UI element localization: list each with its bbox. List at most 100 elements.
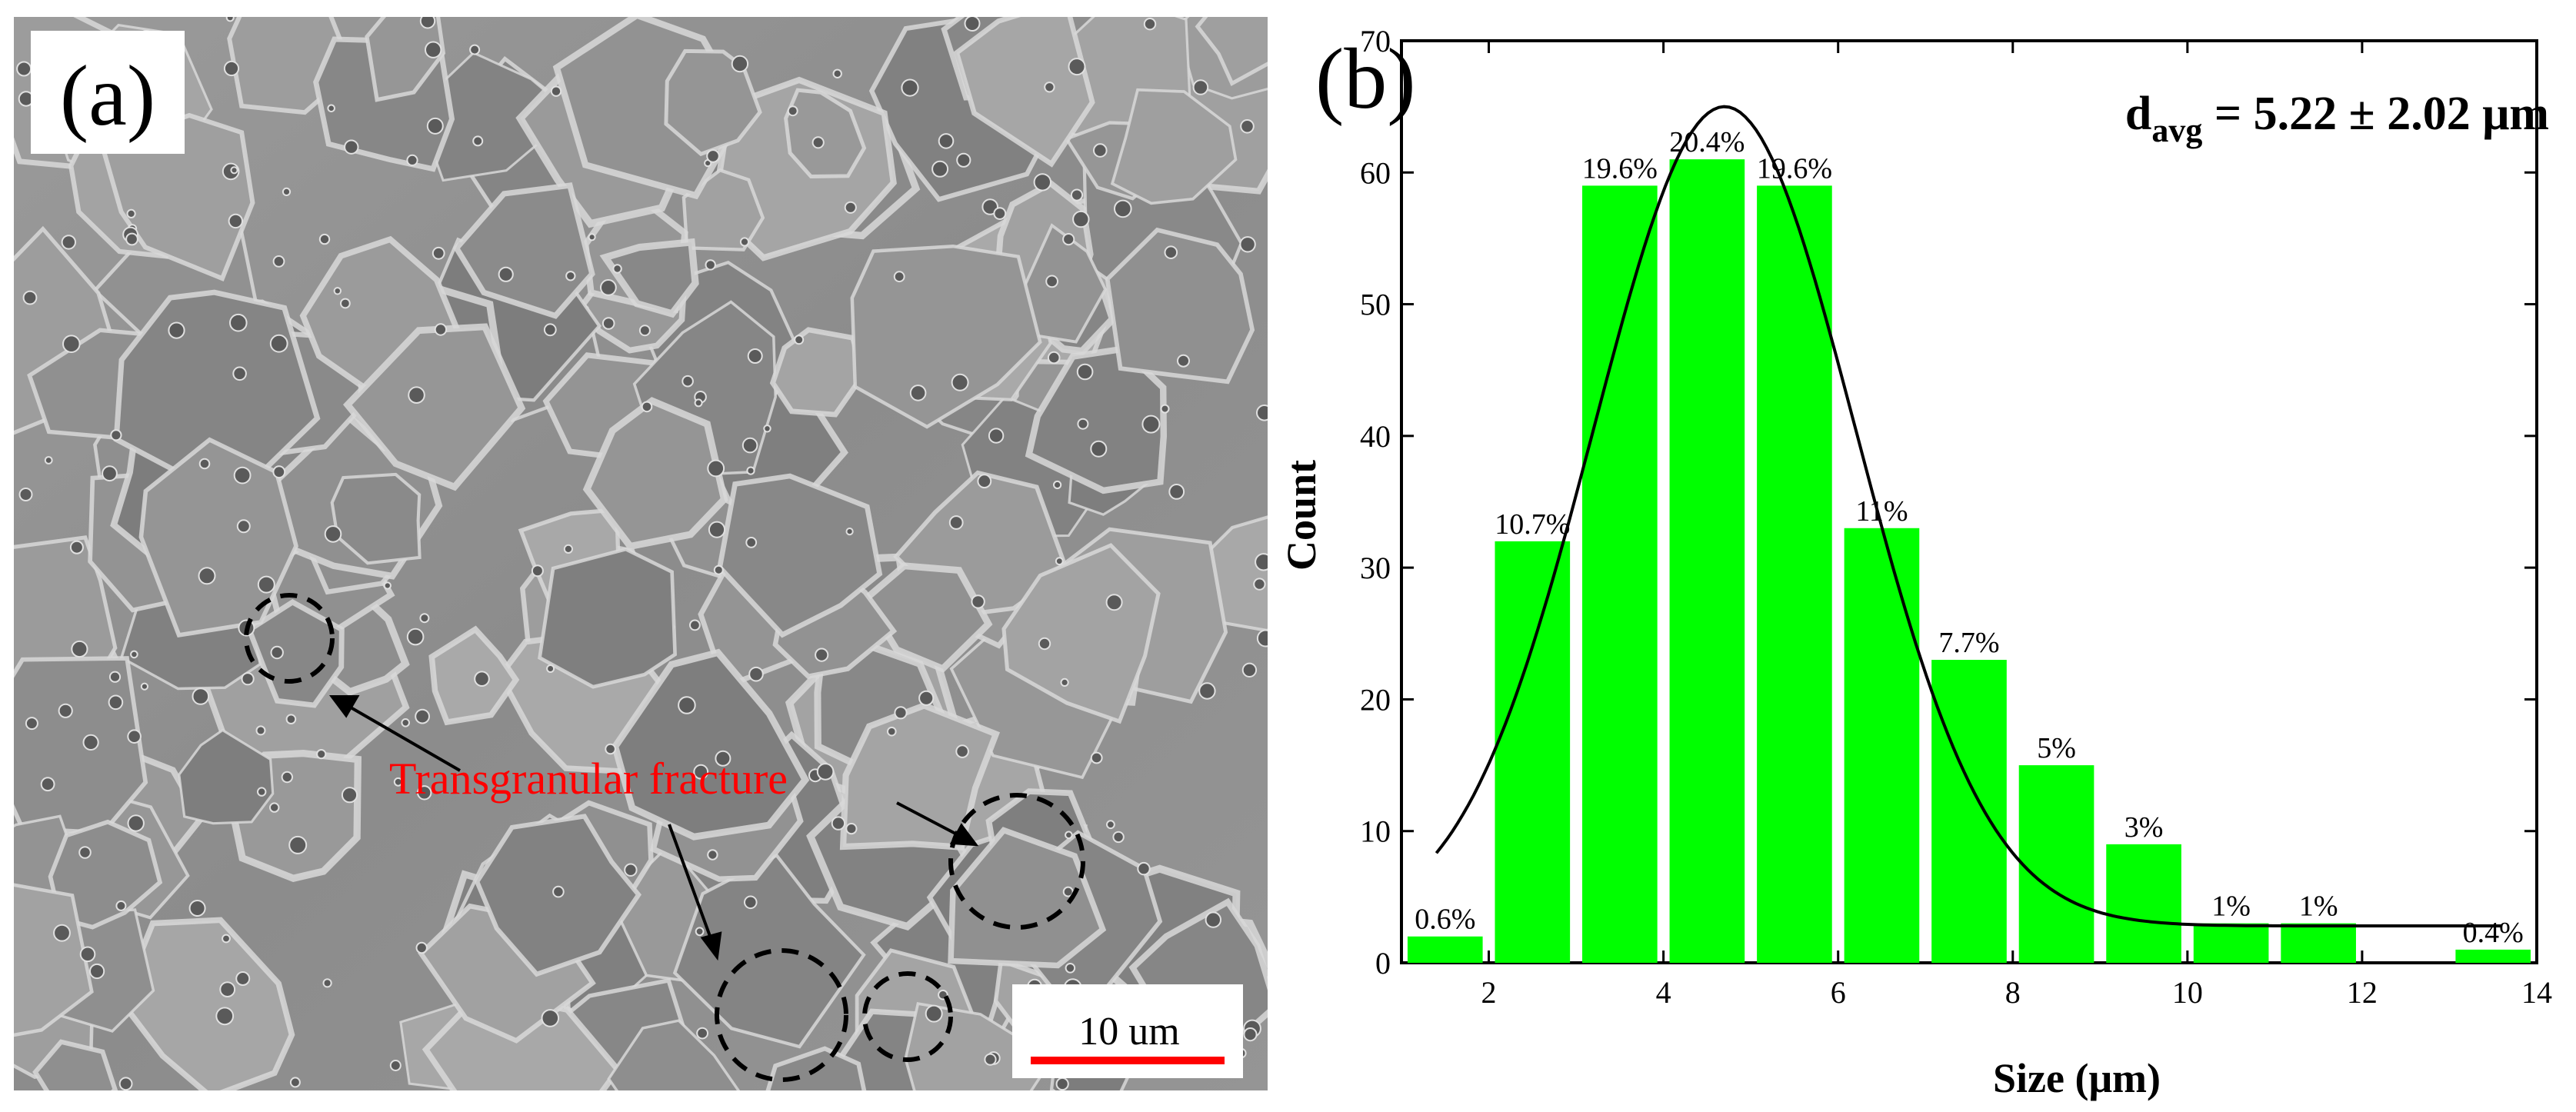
pore xyxy=(925,1004,943,1023)
pore xyxy=(901,78,919,97)
pore xyxy=(546,664,555,673)
pore xyxy=(787,105,798,117)
y-tick-label: 40 xyxy=(1360,419,1391,454)
grain xyxy=(342,323,526,491)
pore xyxy=(977,474,992,489)
pore xyxy=(1055,557,1064,566)
bar-labels: 0.6% 10.7% 19.6% 20.4% 19.6% 11% 7.7% 5% 3% 1% 1% 0… xyxy=(1415,126,2524,949)
pore xyxy=(269,802,280,813)
pore xyxy=(815,648,829,662)
pore xyxy=(230,166,238,175)
pore xyxy=(341,787,358,804)
pore xyxy=(118,1077,133,1090)
x-tick-label: 14 xyxy=(2521,975,2552,1010)
y-tick-label: 20 xyxy=(1360,682,1391,717)
pore xyxy=(272,465,286,479)
pore xyxy=(746,466,755,475)
pore xyxy=(747,348,763,364)
histogram-bar xyxy=(1844,528,1920,963)
pore xyxy=(1090,440,1108,458)
pore xyxy=(1177,354,1190,368)
pore xyxy=(408,386,425,405)
pore xyxy=(344,139,359,155)
pore xyxy=(956,152,971,168)
pore xyxy=(1062,233,1075,246)
pore xyxy=(102,465,118,482)
bar-percent-label: 1% xyxy=(2211,891,2251,923)
x-tick-label: 4 xyxy=(1656,975,1671,1010)
pore xyxy=(257,787,267,797)
pore xyxy=(498,266,514,282)
pore xyxy=(22,290,38,305)
pore xyxy=(1033,173,1052,191)
y-tick-label: 0 xyxy=(1375,946,1391,980)
pore xyxy=(693,764,709,780)
pore xyxy=(1106,820,1115,830)
pore xyxy=(1192,79,1209,95)
bar-percent-label: 0.6% xyxy=(1415,904,1475,936)
pore xyxy=(228,213,243,229)
pore xyxy=(432,246,445,260)
pore xyxy=(731,55,749,73)
arrow xyxy=(349,706,462,772)
panel-a-label-box xyxy=(31,31,185,154)
pore xyxy=(694,398,703,408)
pore xyxy=(110,429,122,441)
grain xyxy=(14,656,148,835)
pore xyxy=(1164,245,1178,260)
panel-b-label: (b) xyxy=(1315,32,1416,127)
arrowhead xyxy=(329,695,360,718)
pore xyxy=(1105,594,1123,611)
pore xyxy=(324,525,342,543)
grain xyxy=(948,827,1107,969)
pore xyxy=(125,232,138,246)
pore xyxy=(1112,831,1125,844)
pore xyxy=(434,323,448,336)
pore xyxy=(318,233,331,245)
pore xyxy=(1256,629,1268,648)
pore xyxy=(894,706,908,720)
pore xyxy=(550,85,562,97)
pore xyxy=(415,941,428,954)
pore xyxy=(715,750,731,767)
grain xyxy=(784,88,867,178)
pore xyxy=(1068,58,1086,76)
pore xyxy=(1114,199,1132,218)
grain xyxy=(839,702,1001,851)
pore xyxy=(744,895,758,910)
pore xyxy=(984,1053,997,1066)
pore xyxy=(811,136,825,149)
pore xyxy=(531,564,544,578)
bar-percent-label: 0.4% xyxy=(2463,917,2524,949)
grain xyxy=(1001,543,1161,724)
pore xyxy=(931,160,949,178)
pore xyxy=(389,1060,402,1071)
pore xyxy=(269,334,288,353)
grain xyxy=(681,168,765,251)
pore xyxy=(948,515,964,530)
pore xyxy=(289,1077,301,1088)
pore xyxy=(706,149,720,163)
pore xyxy=(641,401,653,413)
x-tick-label: 2 xyxy=(1481,975,1497,1010)
pore xyxy=(951,373,969,391)
grain xyxy=(769,327,866,418)
grain xyxy=(599,238,699,318)
pore xyxy=(25,717,38,731)
panel-a-label: (a) xyxy=(60,48,155,144)
histogram-bar xyxy=(1669,159,1745,964)
x-tick-label: 6 xyxy=(1831,975,1846,1010)
x-tick-label: 10 xyxy=(2172,975,2203,1010)
pore xyxy=(893,271,905,283)
grain xyxy=(14,883,94,1037)
pore xyxy=(552,885,565,898)
pore xyxy=(474,671,490,688)
pore xyxy=(563,544,574,554)
pore xyxy=(1047,351,1061,365)
pore xyxy=(62,335,81,354)
bar-percent-label: 5% xyxy=(2037,732,2076,764)
grain xyxy=(365,17,446,102)
pore xyxy=(188,900,206,917)
pore xyxy=(71,640,88,658)
pore xyxy=(938,133,955,149)
